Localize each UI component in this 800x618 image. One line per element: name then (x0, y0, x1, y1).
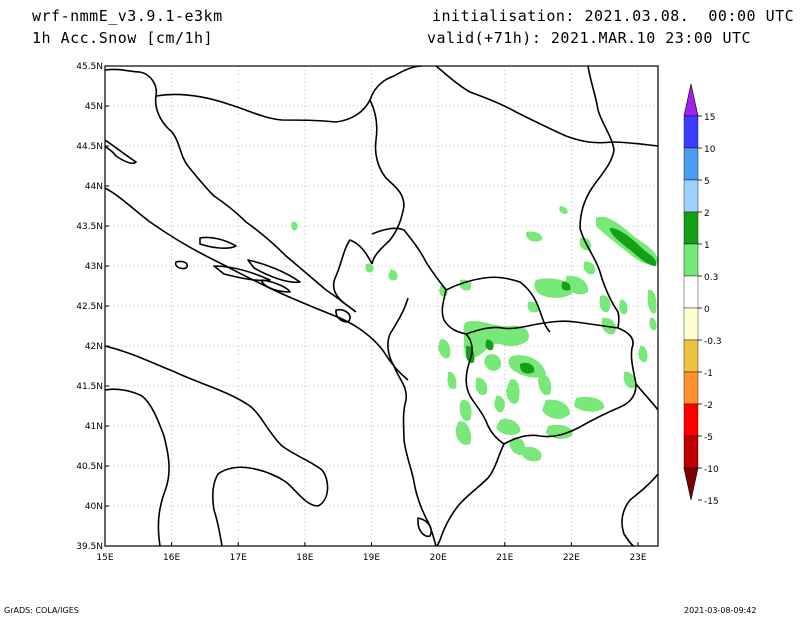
colorbar-label: -2 (704, 401, 713, 411)
lon-tick-label: 19E (363, 553, 380, 563)
lon-tick-label: 18E (296, 553, 313, 563)
model-title: wrf-nmmE_v3.9.1-e3km (32, 7, 223, 25)
lon-tick-label: 17E (230, 553, 247, 563)
colorbar-segment (683, 371, 699, 405)
valid-time-text: valid(+71h): 2021.MAR.10 23:00 UTC (427, 29, 752, 47)
lon-tick-label: 21E (496, 553, 513, 563)
colorbar-segment (683, 179, 699, 213)
lon-tick-label: 22E (563, 553, 580, 563)
colorbar-label: -10 (704, 465, 719, 475)
initialisation-text: initialisation: 2021.03.08. 00:00 UTC (432, 7, 795, 25)
lat-tick-label: 40N (85, 502, 103, 512)
lon-tick-label: 20E (430, 553, 447, 563)
snow-field-light (291, 206, 658, 462)
colorbar-max-arrow (683, 83, 699, 117)
colorbar-segment (683, 211, 699, 245)
lon-tick-label: 16E (163, 553, 180, 563)
lon-tick-label: 23E (629, 553, 646, 563)
lat-tick-label: 45.5N (76, 62, 103, 72)
colorbar-label: 15 (704, 113, 715, 123)
graticule (105, 66, 658, 546)
colorbar-label: 0.3 (704, 273, 718, 283)
colorbar-segment (683, 435, 699, 469)
colorbar-label: 2 (704, 209, 710, 219)
lat-tick-label: 41.5N (76, 382, 103, 392)
lat-tick-label: 44.5N (76, 142, 103, 152)
lat-tick-label: 43.5N (76, 222, 103, 232)
footer-credit: GrADS: COLA/IGES (4, 606, 79, 615)
lat-tick-label: 43N (85, 262, 103, 272)
colorbar-segment (683, 339, 699, 373)
lat-tick-label: 44N (85, 182, 103, 192)
colorbar-segment (683, 147, 699, 181)
colorbar-label: -1 (704, 369, 713, 379)
lat-tick-label: 41N (85, 422, 103, 432)
colorbar-segment (683, 115, 699, 149)
colorbar-segment (683, 275, 699, 309)
colorbar-label: 5 (704, 177, 710, 187)
colorbar-segment (683, 307, 699, 341)
colorbar-label: -15 (704, 497, 719, 507)
variable-title: 1h Acc.Snow [cm/1h] (32, 29, 214, 47)
lat-tick-label: 42N (85, 342, 103, 352)
lat-tick-label: 40.5N (76, 462, 103, 472)
lat-tick-label: 39.5N (76, 542, 103, 552)
lat-tick-label: 42.5N (76, 302, 103, 312)
colorbar-segment (683, 243, 699, 277)
colorbar-label: 10 (704, 145, 716, 155)
colorbar-label: 1 (704, 241, 710, 251)
colorbar-label: 0 (704, 305, 710, 315)
colorbar-label: -0.3 (704, 337, 722, 347)
lon-tick-label: 15E (96, 553, 113, 563)
colorbar-label: -5 (704, 433, 713, 443)
latitude-labels: 45.5N 45N 44.5N 44N 43.5N 43N 42.5N 42N 41.5N 41N… (76, 62, 109, 552)
footer-timestamp: 2021-03-08-09:42 (684, 606, 757, 615)
colorbar-min-arrow (683, 467, 699, 501)
colorbar-segment (683, 403, 699, 437)
colorbar: 15 10 5 2 1 0.3 0 -0.3 -1 -2 -5 -10 -15 (683, 83, 722, 507)
longitude-labels: 15E 16E 17E 18E 19E 20E 21E 22E 23E (96, 542, 647, 563)
lat-tick-label: 45N (85, 102, 103, 112)
country-borders (105, 66, 658, 546)
